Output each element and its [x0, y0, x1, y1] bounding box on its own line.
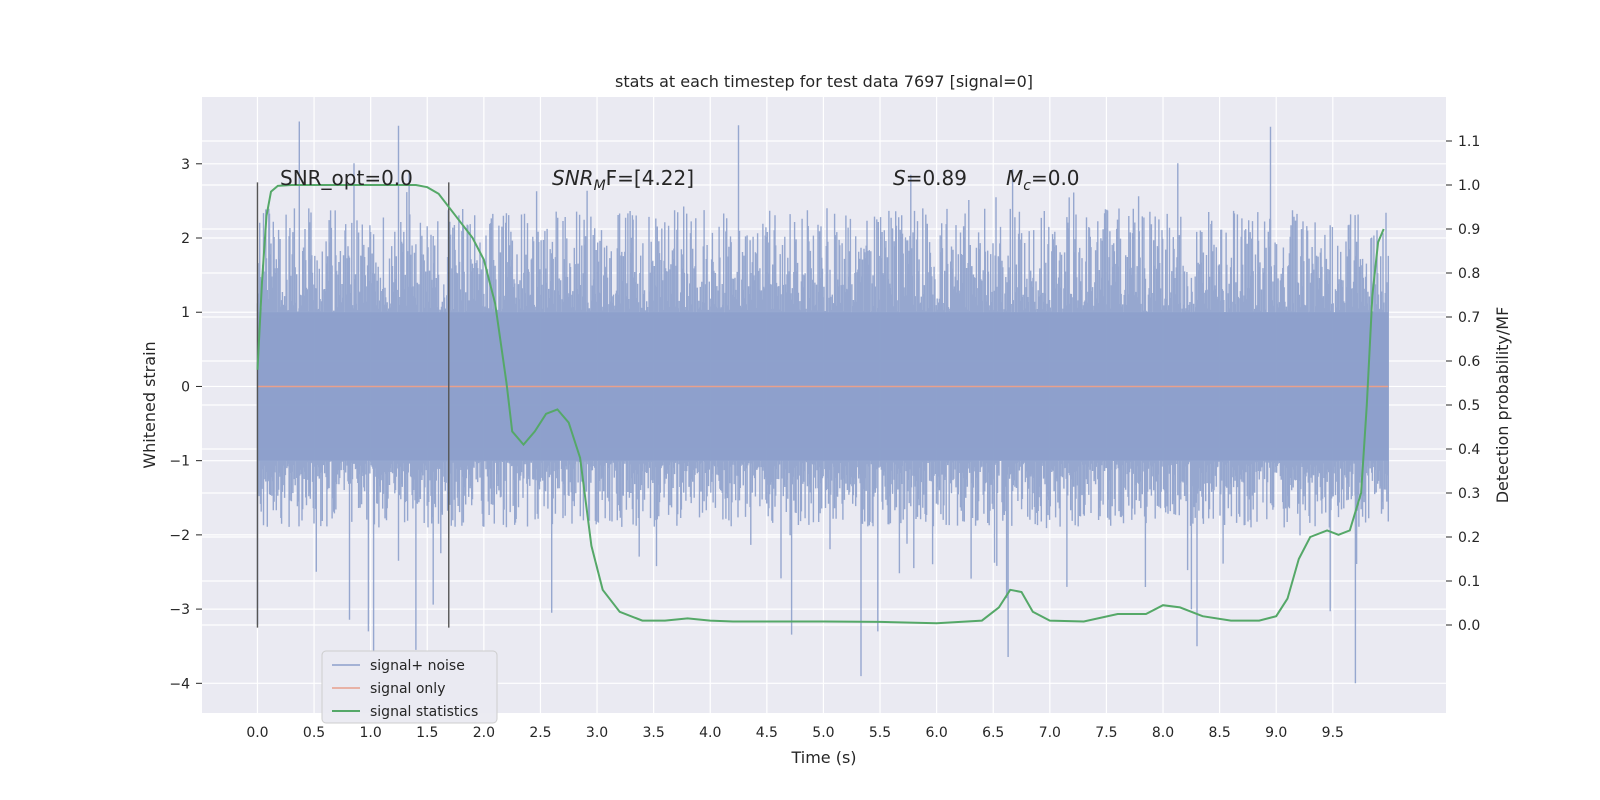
legend-label-signal-plus-noise: signal+ noise — [370, 658, 465, 674]
y-right-tick-label: 0.1 — [1458, 574, 1480, 590]
y-tick-label: 2 — [181, 231, 190, 247]
x-tick-label: 1.5 — [416, 725, 438, 741]
x-tick-label: 0.0 — [246, 725, 268, 741]
mc-main: M — [1006, 166, 1023, 190]
x-tick-label: 9.0 — [1265, 725, 1287, 741]
y-right-tick-label: 0.8 — [1458, 266, 1480, 282]
snr-mf-annotation: SNRMF=[4.22] — [552, 166, 694, 194]
y-right-tick-label: 1.0 — [1458, 178, 1480, 194]
x-tick-label: 4.0 — [699, 725, 721, 741]
y-right-tick-label: 0.7 — [1458, 310, 1480, 326]
y-tick-label: 0 — [181, 379, 190, 395]
mc-annotation: Mc=0.0 — [1006, 166, 1080, 194]
x-tick-label: 6.0 — [925, 725, 947, 741]
legend: signal+ noise signal only signal statist… — [321, 650, 498, 724]
x-tick-label: 7.5 — [1095, 725, 1117, 741]
s-main: S — [893, 166, 906, 190]
snr-opt-annotation: SNR_opt=0.0 — [280, 166, 413, 190]
y-axis-right-ticks: 0.0 0.1 0.2 0.3 0.4 0.5 0.6 0.7 0.8 0.9 1.0 1.1 — [1446, 134, 1480, 634]
y-right-tick-label: 0.6 — [1458, 354, 1480, 370]
snr-mf-rest: F=[4.22] — [606, 166, 694, 190]
y-right-tick-label: 0.5 — [1458, 398, 1480, 414]
chart-title: stats at each timestep for test data 769… — [615, 72, 1033, 91]
y-right-tick-label: 0.4 — [1458, 442, 1480, 458]
x-tick-label: 4.5 — [756, 725, 778, 741]
legend-label-signal-statistics: signal statistics — [370, 704, 478, 720]
x-tick-label: 3.5 — [643, 725, 665, 741]
x-tick-label: 7.0 — [1039, 725, 1061, 741]
mc-rest: =0.0 — [1031, 166, 1080, 190]
s-rest: =0.89 — [906, 166, 967, 190]
window-markers — [256, 182, 450, 628]
x-axis-ticks: 0.0 0.5 1.0 1.5 2.0 2.5 3.0 3.5 4.0 4.5 5.0 5.5 6.0 6… — [246, 725, 1344, 741]
y-axis-right-label: Detection probability/MF — [1493, 307, 1512, 504]
signal-statistics-line — [256, 184, 1385, 625]
s-annotation: S=0.89 — [893, 166, 967, 190]
x-tick-label: 1.0 — [360, 725, 382, 741]
y-tick-label: −2 — [169, 528, 190, 544]
y-right-tick-label: 0.3 — [1458, 486, 1480, 502]
y-tick-label: 3 — [181, 157, 190, 173]
x-tick-label: 5.5 — [869, 725, 891, 741]
legend-label-signal-only: signal only — [370, 681, 445, 697]
y-tick-label: 1 — [181, 305, 190, 321]
legend-box — [321, 650, 498, 724]
x-tick-label: 9.5 — [1322, 725, 1344, 741]
x-tick-label: 8.0 — [1152, 725, 1174, 741]
y-right-tick-label: 1.1 — [1458, 134, 1480, 150]
y-tick-label: −1 — [169, 454, 190, 470]
y-axis-label: Whitened strain — [140, 341, 159, 468]
snr-mf-sub: M — [594, 178, 606, 194]
x-tick-label: 2.0 — [473, 725, 495, 741]
x-tick-label: 5.0 — [812, 725, 834, 741]
snr-mf-main: SNR — [552, 166, 594, 190]
y-axis-ticks: 3 2 1 0 −1 −2 −3 −4 — [169, 157, 202, 692]
x-axis-label: Time (s) — [790, 748, 856, 767]
y-tick-label: −3 — [169, 602, 190, 618]
x-tick-label: 6.5 — [982, 725, 1004, 741]
y-tick-label: −4 — [169, 676, 190, 692]
x-tick-label: 2.5 — [529, 725, 551, 741]
x-tick-label: 0.5 — [303, 725, 325, 741]
y-right-tick-label: 0.2 — [1458, 530, 1480, 546]
y-right-tick-label: 0.9 — [1458, 222, 1480, 238]
mc-sub: c — [1023, 178, 1031, 194]
y-right-tick-label: 0.0 — [1458, 618, 1480, 634]
x-tick-label: 8.5 — [1208, 725, 1230, 741]
x-tick-label: 3.0 — [586, 725, 608, 741]
